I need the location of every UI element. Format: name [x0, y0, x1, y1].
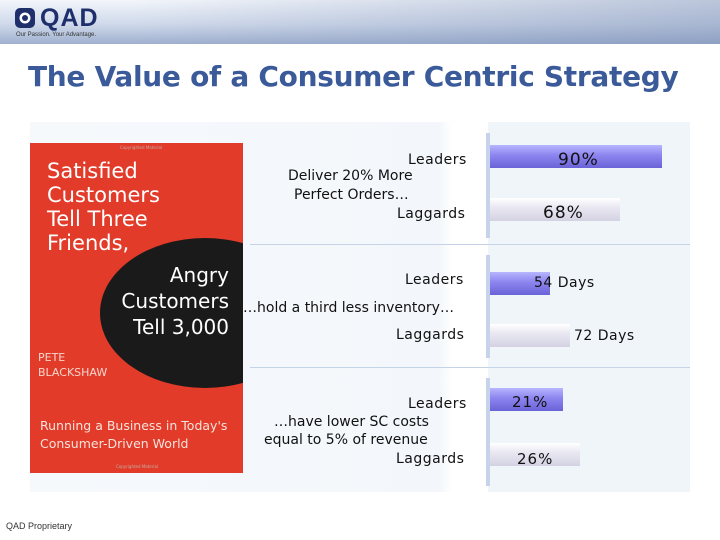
- book-bubble-line: Angry: [169, 263, 229, 287]
- book-author-last: BLACKSHAW: [38, 366, 108, 379]
- leaders-bar: [490, 388, 563, 411]
- slide-title: The Value of a Consumer Centric Strategy: [28, 60, 679, 93]
- qad-logo-mark-icon: [15, 8, 35, 28]
- leaders-label: Leaders: [408, 152, 467, 168]
- leaders-value-label: 21%: [512, 393, 549, 411]
- group-separator: [250, 367, 690, 368]
- group-separator: [250, 244, 690, 245]
- book-title-line: Satisfied: [47, 159, 138, 183]
- leaders-label: Leaders: [408, 396, 467, 412]
- logo-tagline: Our Passion. Your Advantage.: [16, 32, 97, 38]
- laggards-value-label: 68%: [543, 203, 584, 223]
- laggards-bar: [490, 443, 580, 466]
- chart-background: [488, 122, 690, 492]
- speech-bubble: [100, 238, 243, 388]
- group-description: Perfect Orders…: [294, 187, 409, 203]
- laggards-value-label: 72 Days: [574, 328, 635, 344]
- laggards-bar: [490, 198, 620, 221]
- logo-text: QAD: [40, 4, 99, 32]
- book-subtitle: Consumer-Driven World: [40, 436, 189, 451]
- book-title-line: Customers: [47, 183, 160, 207]
- laggards-label: Laggards: [397, 206, 466, 222]
- chart-axis: [486, 133, 490, 238]
- book-cover-image: Copyrighted Material Satisfied Customers…: [30, 143, 243, 473]
- laggards-label: Laggards: [396, 451, 465, 467]
- book-copyright-top: Copyrighted Material: [120, 145, 163, 150]
- footer-proprietary: QAD Proprietary: [6, 521, 73, 531]
- book-subtitle: Running a Business in Today's: [40, 418, 228, 433]
- leaders-bar: [490, 145, 662, 168]
- book-bubble-line: Tell 3,000: [133, 315, 229, 339]
- header-band: [0, 0, 720, 44]
- chart-axis: [486, 378, 490, 486]
- qad-logo: QAD Our Passion. Your Advantage.: [14, 4, 134, 40]
- group-description: …have lower SC costs: [274, 414, 429, 430]
- book-author-first: PETE: [38, 351, 66, 364]
- laggards-value-label: 26%: [517, 450, 554, 468]
- leaders-bar: [490, 272, 550, 295]
- group-description: …hold a third less inventory…: [243, 300, 454, 316]
- group-description: Deliver 20% More: [288, 168, 413, 184]
- laggards-label: Laggards: [396, 327, 465, 343]
- group-description: equal to 5% of revenue: [264, 432, 428, 448]
- book-bubble-line: Customers: [121, 289, 229, 313]
- book-title-line: Tell Three: [47, 207, 148, 231]
- chart-axis: [486, 255, 490, 358]
- book-title-line: Friends,: [47, 231, 130, 255]
- leaders-value-label: 54 Days: [534, 275, 595, 291]
- leaders-value-label: 90%: [558, 150, 599, 170]
- laggards-bar: [490, 324, 570, 347]
- leaders-label: Leaders: [405, 272, 464, 288]
- book-copyright-bottom: Copyrighted Material: [116, 464, 159, 469]
